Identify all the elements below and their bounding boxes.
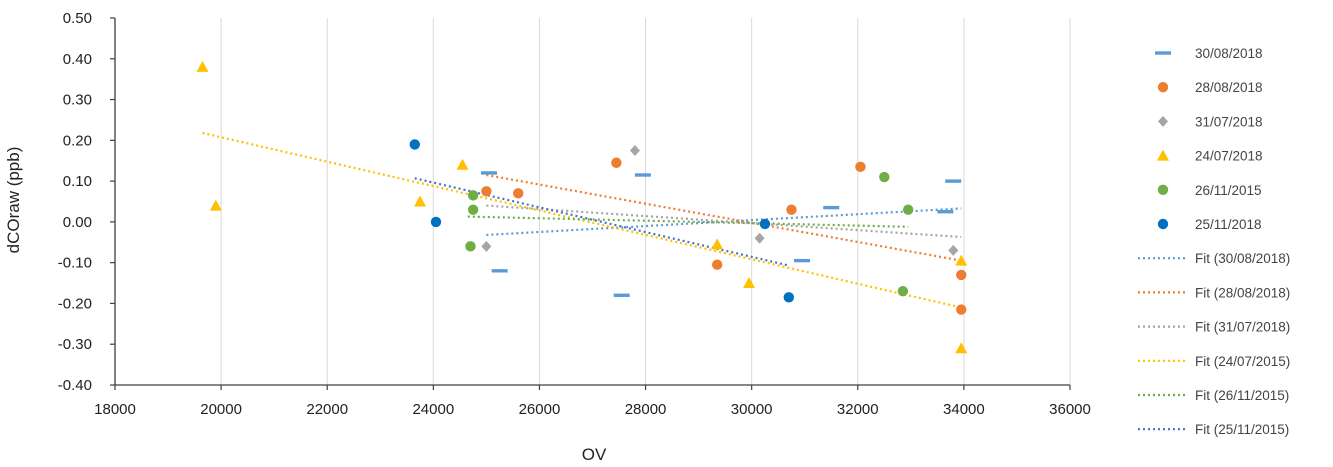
data-point [196,60,209,72]
legend-label: Fit (28/08/2018) [1195,285,1290,300]
x-tick-label: 24000 [412,401,454,418]
data-point [945,179,962,183]
trendline [486,173,962,262]
x-tick-label: 28000 [625,401,667,418]
data-point [481,186,492,197]
y-tick-label: 0.50 [63,10,92,27]
legend-label: 24/07/2018 [1195,149,1263,164]
x-tick-label: 30000 [731,401,773,418]
trendlines [202,131,962,309]
data-point [786,204,797,215]
data-point [513,188,524,199]
x-tick-label: 26000 [519,401,561,418]
data-point [467,204,479,215]
data-point [611,157,622,168]
legend-label: Fit (30/08/2018) [1195,251,1290,266]
y-tick-label: -0.20 [58,295,92,312]
trendline [414,177,790,267]
data-point [430,216,442,228]
legend-marker [1157,82,1169,93]
legend-label: Fit (24/07/2015) [1195,354,1290,369]
trendline [202,131,962,309]
data-point [209,199,222,211]
data-point [855,161,866,173]
data-point [794,258,811,263]
data-point [613,293,630,297]
y-tick-label: 0.20 [63,132,92,149]
data-point [897,286,909,297]
data-point [956,304,967,315]
y-tick-label: 0.40 [63,51,92,68]
legend-marker [1155,51,1171,55]
y-tick-label: -0.10 [58,255,92,272]
x-tick-label: 20000 [200,401,242,418]
y-tick-label: -0.40 [58,377,92,394]
data-point [902,204,914,215]
y-tick-label: -0.30 [58,336,92,353]
data-point [711,259,723,270]
data-point [629,145,640,157]
trendline [486,207,962,237]
data-points [196,60,968,354]
data-point [955,342,968,354]
x-tick-label: 32000 [837,401,879,418]
legend-label: 28/08/2018 [1195,80,1263,95]
y-tick-labels: 0.50 0.40 0.30 0.20 0.10 0.00 -0.10 -0.20 -0.30 -… [58,10,92,394]
trendline [486,204,962,239]
data-point [783,292,795,303]
data-point [955,254,968,266]
data-point [711,238,724,250]
data-point [491,269,508,273]
x-tick-label: 34000 [943,401,985,418]
x-tick-label: 18000 [94,401,136,418]
data-point [823,205,840,210]
data-point [467,190,479,201]
y-tick-label: 0.00 [63,214,92,231]
y-tick-label: 0.10 [63,173,92,190]
data-point [456,158,469,170]
data-point [465,241,476,252]
legend-label: Fit (31/07/2018) [1195,320,1290,335]
y-tick-label: 0.30 [63,92,92,109]
data-point [879,171,890,183]
trendline [467,215,909,228]
y-axis-title: dCOraw (ppb) [4,147,23,254]
legend-label: 31/07/2018 [1195,114,1263,129]
x-axis-title: OV [582,445,607,464]
axes [114,18,1070,386]
legend-marker [1157,149,1169,161]
data-point [409,139,420,150]
data-point [759,218,771,230]
data-point [634,173,651,177]
data-point [754,232,765,244]
legend-label: 25/11/2018 [1195,217,1262,232]
x-tick-label: 22000 [306,401,348,418]
x-tick-labels: 18000 20000 22000 24000 26000 28000 30000 32000… [94,401,1091,418]
legend-label: 30/08/2018 [1195,46,1263,61]
legend-marker [1157,184,1169,195]
x-tick-label: 36000 [1049,401,1091,418]
legend-label: 26/11/2015 [1195,183,1262,198]
legend-label: Fit (25/11/2015) [1195,422,1289,437]
legend: 30/08/2018 28/08/2018 31/07/2018 24/07/2018… [1138,46,1290,437]
data-point [743,277,756,289]
legend-label: Fit (26/11/2015) [1195,388,1289,403]
data-point [937,209,954,214]
legend-marker [1157,218,1169,230]
data-point [481,171,498,175]
data-point [414,195,427,207]
grid-lines [110,17,1071,390]
data-point [948,244,959,256]
data-point [956,269,967,281]
legend-marker [1158,115,1168,127]
data-point [481,240,492,252]
